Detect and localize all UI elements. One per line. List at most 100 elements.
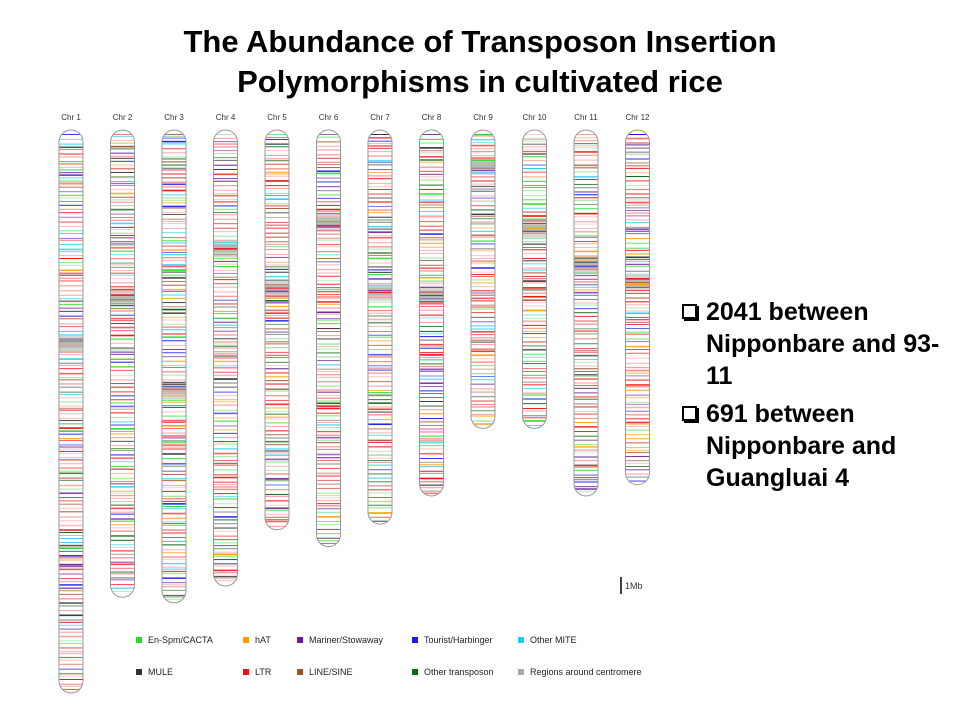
insertion-band [110, 247, 135, 249]
insertion-band [162, 399, 186, 402]
insertion-band [625, 421, 650, 424]
insertion-band [625, 265, 650, 267]
insertion-band [59, 351, 83, 353]
insertion-band [574, 294, 598, 296]
insertion-band [265, 227, 289, 229]
insertion-band [110, 408, 135, 410]
insertion-band [368, 283, 392, 285]
insertion-band [213, 235, 238, 238]
insertion-band [574, 199, 598, 201]
insertion-band [522, 403, 547, 405]
legend-label: LTR [255, 667, 272, 677]
insertion-band [59, 407, 83, 409]
insertion-band [213, 555, 238, 557]
insertion-band [471, 157, 495, 159]
insertion-band [213, 260, 238, 262]
insertion-band [316, 246, 341, 248]
chromosome-label: Chr 5 [267, 113, 287, 122]
insertion-band [574, 241, 598, 243]
insertion-band [213, 227, 238, 229]
insertion-band [162, 352, 186, 354]
insertion-band [213, 484, 238, 486]
insertion-band [213, 365, 238, 367]
insertion-band [59, 377, 83, 379]
insertion-band [110, 184, 135, 186]
insertion-band [316, 157, 341, 159]
insertion-band [213, 299, 238, 301]
insertion-band [110, 567, 135, 569]
insertion-band [59, 225, 83, 227]
insertion-band [625, 167, 650, 169]
insertion-band [265, 354, 289, 356]
insertion-band [162, 498, 186, 500]
insertion-band [59, 668, 83, 670]
insertion-band [419, 354, 444, 356]
insertion-band [162, 254, 186, 256]
insertion-band [110, 477, 135, 479]
insertion-band [265, 217, 289, 219]
chromosome-bands [522, 130, 547, 429]
insertion-band [110, 527, 135, 529]
insertion-band [162, 135, 186, 137]
centromere-core [471, 161, 495, 170]
insertion-band [316, 167, 341, 169]
insertion-band [368, 344, 392, 346]
insertion-band [110, 334, 135, 337]
insertion-band [574, 234, 598, 237]
insertion-band [625, 281, 650, 283]
insertion-band [574, 286, 598, 288]
insertion-band [213, 429, 238, 431]
insertion-band [265, 198, 289, 201]
insertion-band [59, 362, 83, 364]
insertion-band [265, 185, 289, 187]
insertion-band [162, 427, 186, 429]
insertion-band [213, 580, 238, 582]
insertion-band [316, 475, 341, 477]
insertion-band [59, 174, 83, 176]
insertion-band [625, 230, 650, 232]
insertion-band [265, 509, 289, 511]
insertion-band [162, 181, 186, 183]
insertion-band [316, 257, 341, 259]
insertion-band [162, 419, 186, 422]
insertion-band [625, 207, 650, 209]
insertion-band [471, 221, 495, 224]
insertion-band [419, 393, 444, 395]
insertion-band [265, 168, 289, 170]
insertion-band [162, 572, 186, 574]
insertion-band [213, 441, 238, 443]
insertion-band [419, 321, 444, 323]
insertion-band [265, 246, 289, 248]
insertion-band [471, 308, 495, 310]
title-line-1: The Abundance of Transposon Insertion [183, 24, 777, 59]
chromosome-bands [59, 130, 83, 693]
insertion-band [522, 371, 547, 373]
insertion-band [59, 520, 83, 522]
insertion-band [522, 149, 547, 151]
insertion-band [59, 138, 83, 140]
insertion-band [162, 257, 186, 259]
insertion-band [162, 365, 186, 367]
insertion-band [59, 652, 83, 655]
insertion-band [213, 425, 238, 427]
insertion-band [110, 308, 135, 310]
insertion-band [471, 337, 495, 339]
insertion-band [162, 269, 186, 271]
insertion-band [419, 453, 444, 455]
insertion-band [59, 439, 83, 441]
insertion-band [110, 584, 135, 586]
insertion-band [213, 212, 238, 214]
insertion-band [574, 259, 598, 261]
insertion-band [419, 233, 444, 235]
insertion-band [265, 232, 289, 234]
insertion-band [59, 675, 83, 677]
insertion-band [625, 297, 650, 299]
insertion-band [110, 412, 135, 414]
insertion-band [59, 212, 83, 214]
insertion-band [625, 367, 650, 369]
legend-swatch [136, 637, 142, 643]
insertion-band [110, 535, 135, 537]
insertion-band [316, 363, 341, 366]
insertion-band [59, 472, 83, 475]
insertion-band [59, 272, 83, 275]
